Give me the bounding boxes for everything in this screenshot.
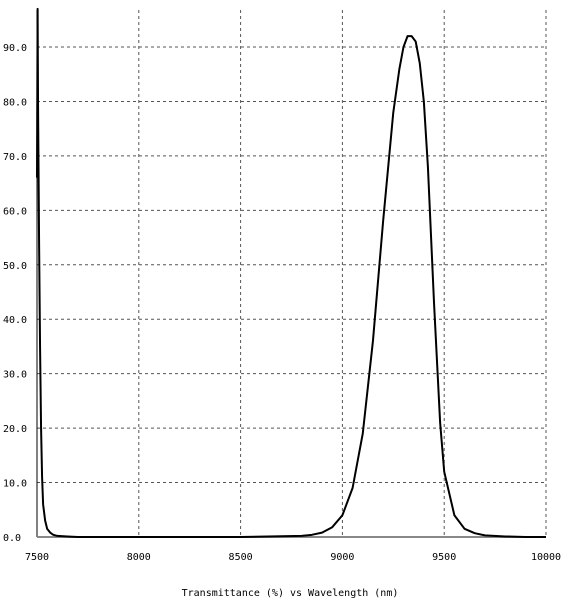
x-axis-title: Transmittance (%) vs Wavelength (nm)	[182, 588, 399, 599]
y-tick-label: 50.0	[3, 261, 27, 272]
y-tick-label: 90.0	[3, 43, 27, 54]
x-tick-label: 9500	[432, 552, 456, 563]
axes-layer	[36, 10, 546, 538]
transmittance-line	[36, 7, 546, 538]
y-tick-label: 20.0	[3, 424, 27, 435]
grid-layer	[37, 10, 547, 537]
tick-labels: 7500 8000 8500 9000 9500 10000 0.0 10.0 20.0 30.0…	[3, 43, 561, 563]
series-layer	[36, 7, 546, 538]
y-tick-label: 40.0	[3, 315, 27, 326]
x-tick-label: 7500	[25, 552, 49, 563]
y-tick-label: 30.0	[3, 370, 27, 381]
y-tick-label: 10.0	[3, 479, 27, 490]
y-tick-label: 80.0	[3, 97, 27, 108]
y-tick-label: 60.0	[3, 206, 27, 217]
x-tick-label: 8500	[229, 552, 253, 563]
y-tick-label: 70.0	[3, 152, 27, 163]
x-tick-label: 8000	[127, 552, 151, 563]
x-tick-label: 9000	[330, 552, 354, 563]
y-tick-label: 0.0	[3, 533, 21, 544]
x-tick-label: 10000	[531, 552, 561, 563]
